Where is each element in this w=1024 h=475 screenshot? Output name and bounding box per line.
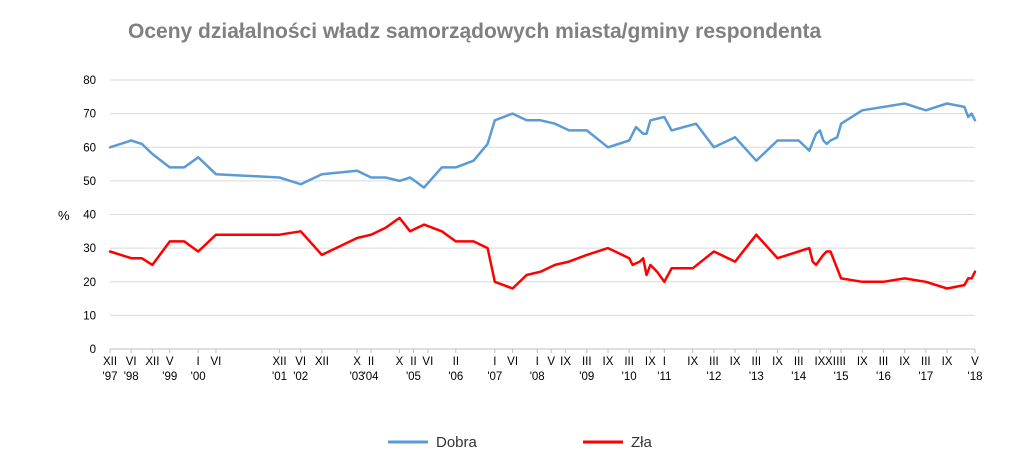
x-tick-year-label: '12 [706,371,721,383]
x-tick-label: IX [730,356,741,368]
x-tick-label: X [396,356,404,368]
x-tick-label: VI [422,356,433,368]
x-tick-label: VI [211,356,222,368]
x-tick-label: III [624,356,634,368]
x-tick-label: III [582,356,592,368]
x-tick-year-label: '05 [406,371,421,383]
x-tick-label: XII [103,356,117,368]
x-tick-label: V [547,356,555,368]
x-tick-label: X [353,356,361,368]
x-tick-label: II [453,356,459,368]
x-tick-label: IX [560,356,571,368]
x-tick-label: III [836,356,846,368]
series-line-zla [108,216,977,290]
x-tick-label: IX [857,356,868,368]
x-tick-label: IX [772,356,783,368]
x-tick-label: XII [272,356,286,368]
x-tick-label: XI [825,356,836,368]
y-tick-labels: 0 10 20 30 40 50 60 70 80 [83,75,96,356]
x-tick-label: XII [315,356,329,368]
x-tick-year-label: '09 [579,371,594,383]
y-tick-label: 10 [83,310,96,322]
x-tick-year-label: '06 [448,371,463,383]
x-tick-label: IX [899,356,910,368]
x-tick-year-label: '07 [487,371,502,383]
x-tick-year-label: '13 [749,371,764,383]
x-tick-label: IX [645,356,656,368]
x-tick-label: IX [687,356,698,368]
y-tick-label: 70 [83,109,96,121]
x-tick-label: I [197,356,200,368]
x-tick-label: III [752,356,762,368]
legend: Dobra Zła [388,434,652,451]
x-tick-label: II [410,356,416,368]
x-tick-year-label: '04 [364,371,380,383]
y-tick-label: 30 [83,243,96,255]
x-tick-year-label: '18 [968,371,983,383]
grid-lines [109,79,976,353]
x-tick-label: I [493,356,496,368]
x-tick-label: V [971,356,979,368]
y-tick-label: 60 [83,142,96,154]
x-tick-year-label: '16 [876,371,891,383]
x-tick-label: VI [295,356,306,368]
x-tick-label: IX [942,356,953,368]
y-tick-label: 0 [90,344,96,356]
x-tick-label: IX [603,356,614,368]
x-tick-label: II [368,356,374,368]
x-tick-label: III [921,356,931,368]
x-tick-year-label: '08 [530,371,545,383]
x-tick-label: VI [126,356,137,368]
x-tick-label: V [166,356,174,368]
y-tick-label: 20 [83,277,96,289]
x-tick-year-label: '14 [791,371,807,383]
x-tick-year-label: '02 [293,371,308,383]
y-tick-label: 80 [83,75,96,87]
x-tick-year-label: '97 [103,371,118,383]
x-tick-label: VI [507,356,518,368]
legend-label-dobra: Dobra [436,434,478,451]
y-axis-label: % [58,208,70,223]
x-tick-year-label: '00 [191,371,206,383]
x-tick-year-label: '03 [350,371,365,383]
legend-label-zla: Zła [631,434,652,451]
series-lines [108,102,977,290]
x-tick-label: XII [145,356,159,368]
x-tick-year-label: '99 [162,371,177,383]
y-tick-label: 40 [83,210,96,222]
y-tick-label: 50 [83,176,96,188]
x-tick-year-label: '11 [657,371,671,383]
x-tick-year-label: '01 [272,371,287,383]
x-tick-label: I [663,356,666,368]
x-tick-label: IX [814,356,825,368]
x-tick-year-label: '17 [918,371,933,383]
x-tick-year-label: '98 [124,371,139,383]
x-tick-label: I [536,356,539,368]
x-tick-year-label: '10 [622,371,637,383]
x-tick-year-label: '15 [834,371,849,383]
x-tick-label: III [879,356,889,368]
x-tick-label: III [709,356,719,368]
series-line-dobra [108,102,977,189]
x-tick-label: III [794,356,804,368]
chart-title: Oceny działalności władz samorządowych m… [128,20,822,43]
